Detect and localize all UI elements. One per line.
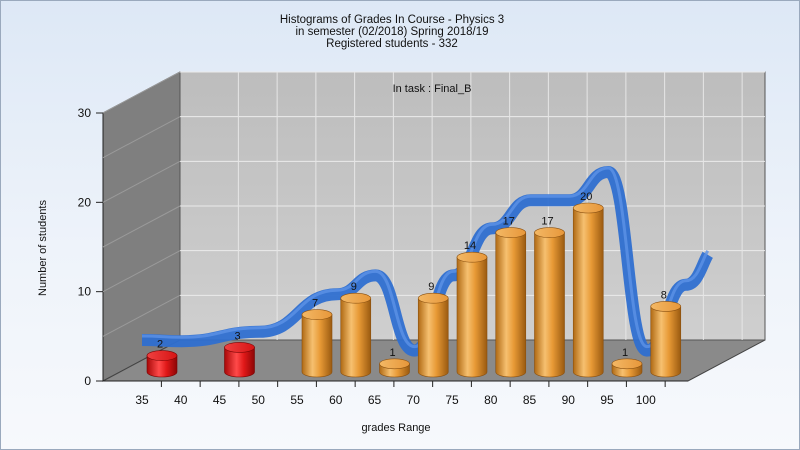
grid-line-wall: [102, 294, 181, 337]
task-annotation: In task : Final_B: [393, 83, 472, 95]
title-line-1: Histograms of Grades In Course - Physics…: [280, 14, 504, 26]
bar-top: [379, 358, 410, 370]
data-label-80: 17: [503, 216, 515, 228]
bar-60: [340, 292, 372, 378]
data-label-35: 2: [157, 339, 163, 351]
x-tick-label: 100: [636, 393, 656, 407]
x-tick-label: 85: [523, 393, 537, 407]
data-label-75: 14: [464, 240, 476, 252]
data-label-90: 20: [580, 191, 592, 203]
x-axis-ticks: 35 40 45 50 55 60 65 70 75 80 85 90 95 100: [103, 380, 688, 407]
bar-body: [456, 256, 488, 378]
title-line-3: Registered students - 332: [326, 38, 458, 50]
bar-45: [224, 342, 255, 378]
x-tick-label: 40: [174, 393, 188, 407]
bar-70: [417, 292, 449, 378]
trend-line-highlight: [141, 166, 710, 349]
title-line-2: in semester (02/2018) Spring 2018/19: [295, 26, 488, 38]
bar-55: [301, 309, 333, 378]
y-tick-label: 20: [78, 195, 92, 209]
bar-body: [495, 232, 527, 378]
x-tick-label: 65: [368, 393, 382, 407]
y-tick-label: 0: [84, 374, 91, 388]
data-label-95: 1: [622, 347, 628, 359]
bar-85: [534, 227, 565, 378]
bar-top: [456, 251, 488, 263]
data-label-85: 17: [541, 216, 553, 228]
data-label-70: 9: [428, 281, 434, 293]
data-label-65: 1: [389, 347, 395, 359]
bar-top: [495, 227, 527, 238]
data-labels: 2 3 7 9 1 9 14 17 17 20 1 8: [157, 191, 667, 359]
bar-top: [301, 309, 333, 320]
x-tick-label: 45: [213, 393, 227, 407]
bar-top: [340, 292, 372, 304]
bar-body: [534, 232, 565, 378]
bar-top: [611, 358, 643, 370]
bar-top: [534, 227, 565, 238]
x-tick-label: 50: [252, 393, 266, 407]
bar-body: [340, 297, 372, 378]
y-tick-label: 10: [78, 285, 92, 299]
bar-body: [301, 314, 333, 378]
x-tick-label: 60: [329, 393, 343, 407]
bar-35: [146, 350, 178, 378]
bar-95: [611, 358, 643, 378]
bar-75: [456, 251, 488, 378]
x-tick-label: 35: [135, 393, 149, 407]
grid-line-wall: [102, 160, 181, 203]
y-tick-label: 30: [78, 106, 92, 120]
bar-body: [417, 297, 449, 378]
trend-line: [141, 166, 714, 357]
bar-80: [495, 227, 527, 378]
bar-top: [572, 202, 604, 214]
x-tick-label: 90: [562, 393, 576, 407]
x-axis-title: grades Range: [361, 422, 430, 434]
bar-100: [650, 301, 682, 378]
grid-line-wall: [102, 205, 181, 248]
x-tick-label: 70: [407, 393, 421, 407]
bar-top: [650, 301, 682, 312]
bars-group: [146, 202, 682, 378]
bar-body: [650, 306, 682, 378]
chart-title: Histograms of Grades In Course - Physics…: [280, 14, 504, 50]
x-tick-label: 55: [290, 393, 304, 407]
bar-top: [224, 342, 255, 353]
bar-65: [379, 358, 410, 378]
bar-top: [417, 292, 449, 304]
trend-ribbon: [141, 166, 714, 357]
grid-line-wall: [102, 116, 181, 159]
grid-line-wall: [102, 250, 181, 293]
data-label-60: 9: [351, 281, 357, 293]
bar-body: [572, 207, 604, 378]
data-label-55: 7: [312, 298, 318, 310]
y-axis-title: Number of students: [37, 200, 49, 296]
x-tick-label: 80: [484, 393, 498, 407]
x-tick-label: 75: [445, 393, 459, 407]
data-label-45: 3: [234, 330, 240, 342]
bar-90: [572, 202, 604, 378]
bar-body: [224, 347, 255, 378]
bar-body: [146, 355, 178, 378]
y-axis-ticks: 0 10 20 30: [78, 106, 103, 388]
bar-top: [146, 350, 178, 361]
x-tick-label: 95: [600, 393, 614, 407]
data-label-100: 8: [661, 289, 667, 301]
grid-line-wall: [102, 71, 181, 114]
